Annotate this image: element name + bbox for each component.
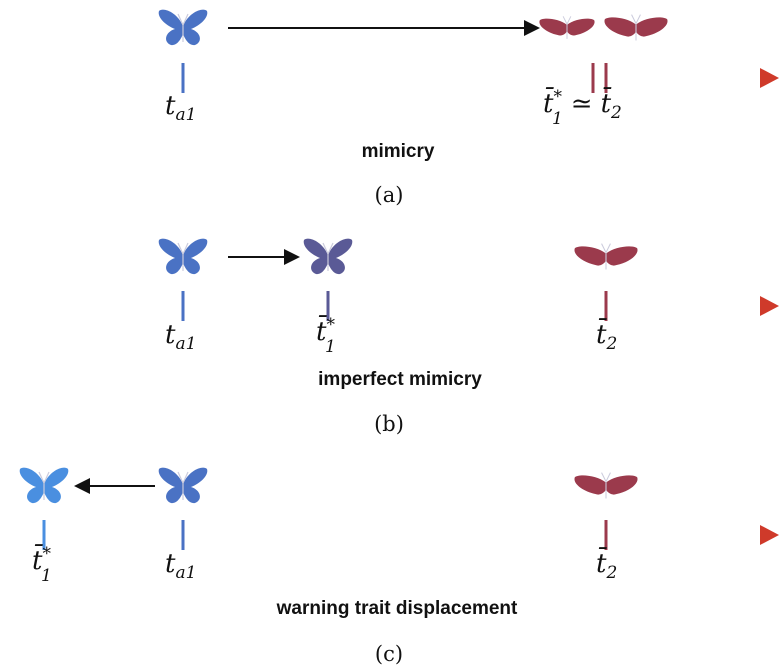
butterfly <box>573 472 639 500</box>
label-part: 1 <box>552 109 563 129</box>
axis-arrow <box>760 525 779 545</box>
butterfly <box>303 238 353 275</box>
label-part: t <box>165 549 176 579</box>
butterfly <box>158 467 208 504</box>
label-part: ≃ <box>571 89 593 119</box>
label-part: 2 <box>605 563 617 583</box>
butterfly <box>19 467 69 504</box>
tick-label: t̄* 1 <box>316 314 336 357</box>
axis-arrow <box>760 68 779 88</box>
caption: warning trait displacement <box>276 598 518 619</box>
label-part: 1 <box>325 337 336 357</box>
tick-label: ta1 <box>165 320 196 354</box>
label-part: * <box>553 87 562 107</box>
axis-arrow <box>760 296 779 316</box>
label-part: t̄ <box>316 314 328 347</box>
label-part: a1 <box>175 334 196 354</box>
butterfly <box>158 238 208 275</box>
label-part: t̄ <box>32 543 44 576</box>
caption: mimicry <box>362 141 435 162</box>
tick-label: t̄2 <box>596 317 617 354</box>
butterfly <box>603 14 669 42</box>
label-part: 2 <box>610 103 622 123</box>
tick-label: t̄2 <box>596 546 617 583</box>
label-part: 2 <box>605 334 617 354</box>
label-part: t̄ <box>543 86 555 119</box>
butterfly <box>538 15 596 40</box>
panel: ta1 t̄* 1 t̄2 imperfect mimicry (b) <box>10 238 779 436</box>
tick-label: t̄* 1 ≃ t̄2 <box>543 86 622 129</box>
label-part: t <box>165 91 176 121</box>
caption: imperfect mimicry <box>318 369 482 390</box>
panel: t̄* 1 ta1 t̄2 warning trait displacement … <box>10 467 779 666</box>
subfigure-label: (b) <box>374 412 404 436</box>
label-part: t̄ <box>596 546 608 579</box>
tick-label: ta1 <box>165 91 196 125</box>
label-part: t̄ <box>601 86 613 119</box>
butterfly <box>158 9 208 46</box>
label-part: t̄ <box>596 317 608 350</box>
label-part: 1 <box>41 566 52 586</box>
label-part: t <box>165 320 176 350</box>
subfigure-label: (c) <box>375 642 403 666</box>
tick-label: ta1 <box>165 549 196 583</box>
panel: ta1 t̄* 1 ≃ t̄2 mimicry (a) <box>10 9 779 207</box>
label-part: * <box>42 544 51 564</box>
label-part: * <box>326 315 335 335</box>
tick-label: t̄* 1 <box>32 543 52 586</box>
subfigure-label: (a) <box>375 183 404 207</box>
label-part: a1 <box>175 563 196 583</box>
butterfly <box>573 243 639 271</box>
label-part: a1 <box>175 105 196 125</box>
